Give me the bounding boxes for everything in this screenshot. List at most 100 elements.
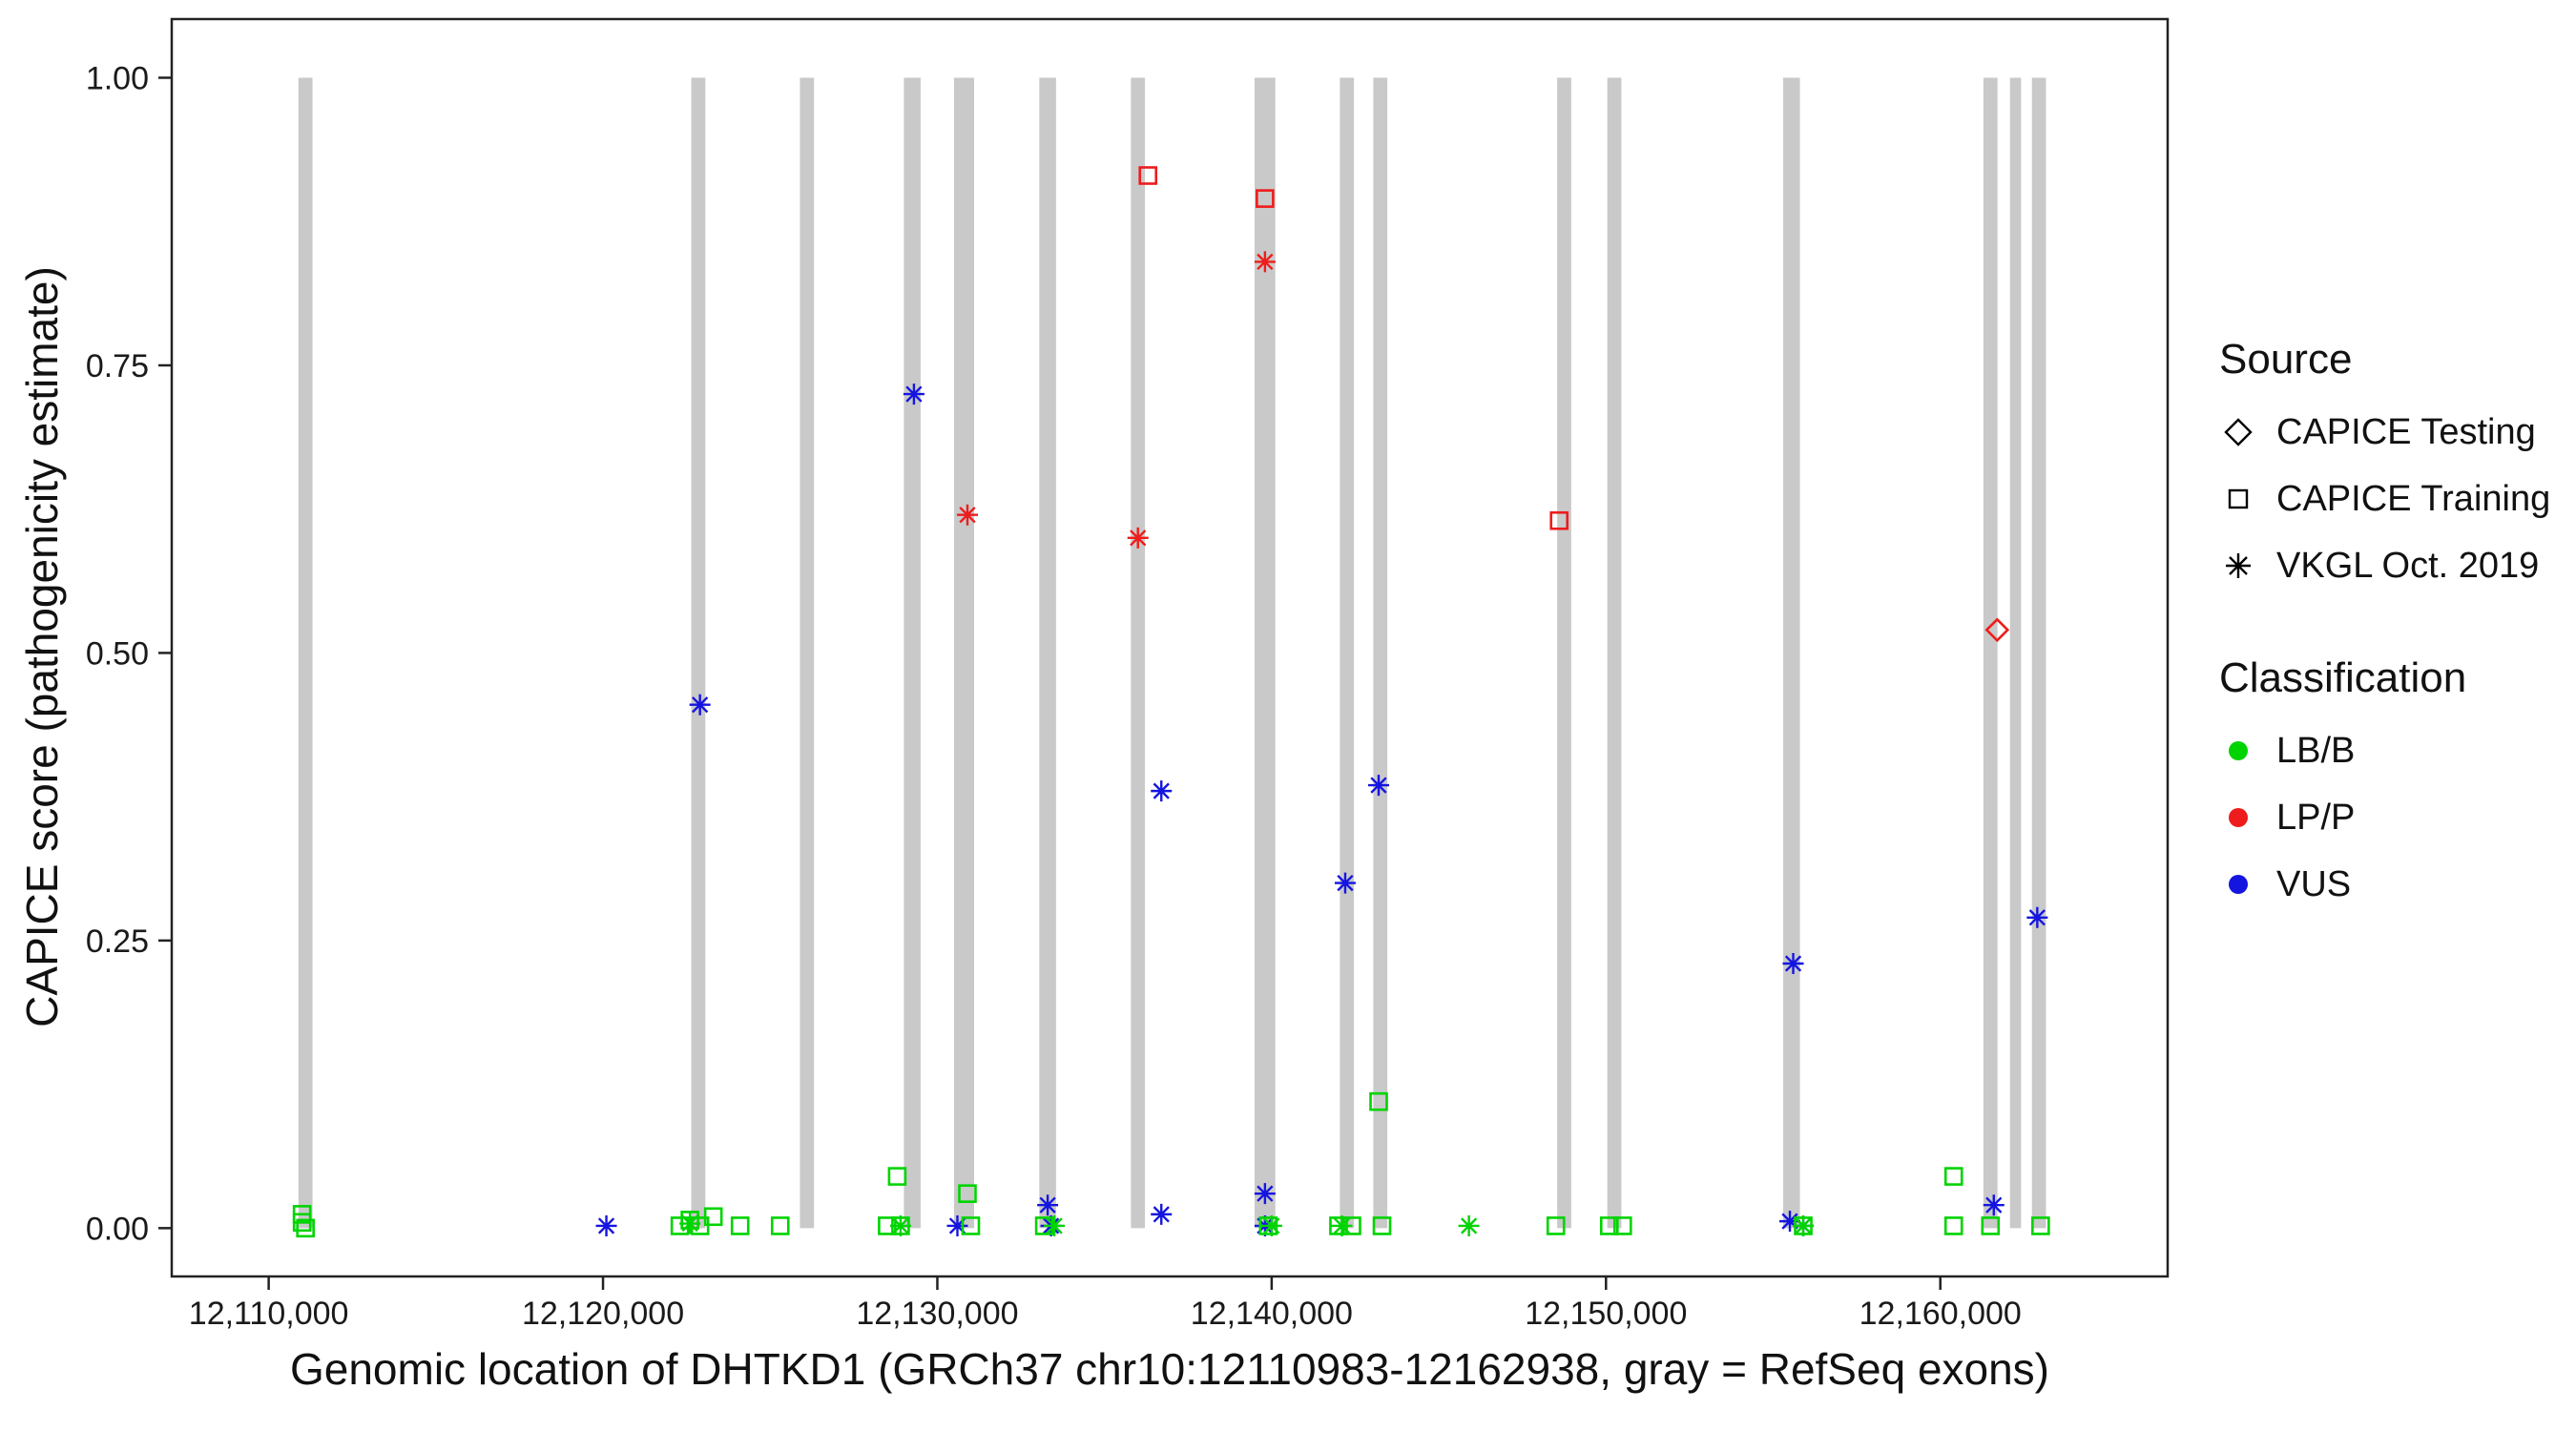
legend-item-label: VKGL Oct. 2019 [2276,545,2540,586]
exon-bar [691,77,706,1229]
exon-bar [1039,77,1056,1229]
data-point-square [1549,510,1569,530]
legend-classification: Classification LB/B LP/P VUS [2219,654,2550,918]
data-point-diamond [1984,617,2010,643]
legend-item-label: CAPICE Testing [2276,411,2536,452]
red-dot-icon [2229,808,2248,827]
data-point-square [292,1213,312,1233]
legend-item-vus: VUS [2219,851,2550,918]
data-point-square [1546,1216,1566,1235]
data-point-asterisk [1254,1183,1276,1205]
y-tick-label: 0.50 [86,635,149,672]
legend-item-label: CAPICE Training [2276,478,2551,519]
data-point-asterisk [595,1214,617,1236]
legend-item-lpp: LP/P [2219,784,2550,851]
x-tick-label: 12,140,000 [1191,1296,1353,1332]
x-tick-label: 12,120,000 [522,1296,684,1332]
data-point-asterisk [2026,906,2048,928]
plot-panel-border [170,17,2170,1278]
data-point-asterisk [903,384,924,405]
exon-bars [298,77,2046,1229]
legend-item-label: VUS [2276,863,2352,904]
data-point-asterisk [1254,251,1276,273]
data-point-asterisk [1151,780,1173,802]
legend-item-capice-training: CAPICE Training [2219,466,2550,532]
legend-item-label: LB/B [2276,730,2356,771]
data-point-asterisk [679,1213,701,1234]
data-point-asterisk [889,1214,911,1236]
exon-bar [1131,77,1146,1229]
data-point-asterisk [1151,1203,1173,1225]
exon-bar [1255,77,1276,1229]
asterisk-icon [2226,553,2251,578]
data-point-asterisk [1334,872,1356,894]
exon-bar [800,77,815,1229]
x-tick-label: 12,130,000 [856,1296,1018,1332]
data-point-asterisk [689,694,711,716]
data-point-square [1943,1216,1963,1235]
exon-bar [2031,77,2046,1229]
green-dot-icon [2229,741,2248,760]
data-point-square [770,1216,790,1235]
data-point-square [1138,166,1158,185]
exon-bar [1983,77,1998,1229]
data-point-asterisk [1793,1214,1815,1236]
exon-bar [953,77,975,1229]
square-icon [2228,488,2249,509]
data-point-square [1981,1216,2001,1235]
data-point-square [1943,1167,1963,1186]
legend-item-label: LP/P [2276,797,2356,838]
data-point-asterisk [1368,775,1390,797]
legend-item-lbb: LB/B [2219,717,2550,784]
data-point-asterisk [1779,1211,1801,1233]
data-point-asterisk [946,1214,968,1236]
exon-bar [298,77,313,1229]
legend-item-capice-testing: CAPICE Testing [2219,399,2550,466]
x-axis: 12,110,000 12,120,000 12,130,000 12,140,000… [189,1276,2022,1332]
data-point-square [296,1218,315,1238]
legend-classification-title: Classification [2219,654,2467,701]
data-point-square [1372,1216,1392,1235]
exon-bar [2009,77,2022,1229]
data-point-square [2031,1216,2050,1235]
data-point-square [1256,189,1275,208]
x-tick-label: 12,110,000 [189,1296,349,1332]
data-point-asterisk [1037,1194,1059,1216]
x-tick-label: 12,150,000 [1525,1296,1687,1332]
y-axis: 0.00 0.25 0.50 0.75 1.00 [86,60,172,1247]
data-point-asterisk [1127,527,1149,549]
legend-source: Source CAPICE Testing CAPICE Training VK… [2219,336,2550,599]
data-point-square [1369,1091,1388,1111]
data-point-square [887,1167,907,1186]
data-point-square [730,1216,750,1235]
data-point-asterisk [1260,1214,1282,1236]
exon-bar [1373,77,1388,1229]
data-point-square [1600,1216,1619,1235]
data-point-square [1613,1216,1632,1235]
data-point-asterisk [957,504,978,526]
y-axis-title: CAPICE score (pathogenicity estimate) [17,266,67,1027]
diamond-icon [2224,418,2253,446]
exon-bar [1783,77,1800,1229]
x-axis-title: Genomic location of DHTKD1 (GRCh37 chr10… [289,1344,2050,1394]
exon-bar [1557,77,1571,1229]
exon-bar [904,77,921,1229]
exon-bar [1607,77,1622,1229]
blue-dot-icon [2229,875,2248,894]
y-tick-label: 0.25 [86,923,149,960]
legend-source-title: Source [2219,336,2353,383]
legend-item-vkgl: VKGL Oct. 2019 [2219,532,2550,599]
data-point-asterisk [1331,1214,1353,1236]
data-point-asterisk [1782,953,1804,975]
data-point-square [703,1207,723,1227]
data-point-square [961,1216,981,1235]
y-tick-label: 0.75 [86,348,149,384]
y-tick-label: 0.00 [86,1211,149,1247]
data-point-asterisk [1044,1214,1066,1236]
data-point-asterisk [1983,1194,2005,1216]
exon-bar [1340,77,1355,1229]
data-point-asterisk [1458,1214,1480,1236]
y-tick-label: 1.00 [86,60,149,96]
legend: Source CAPICE Testing CAPICE Training VK… [2219,336,2550,918]
